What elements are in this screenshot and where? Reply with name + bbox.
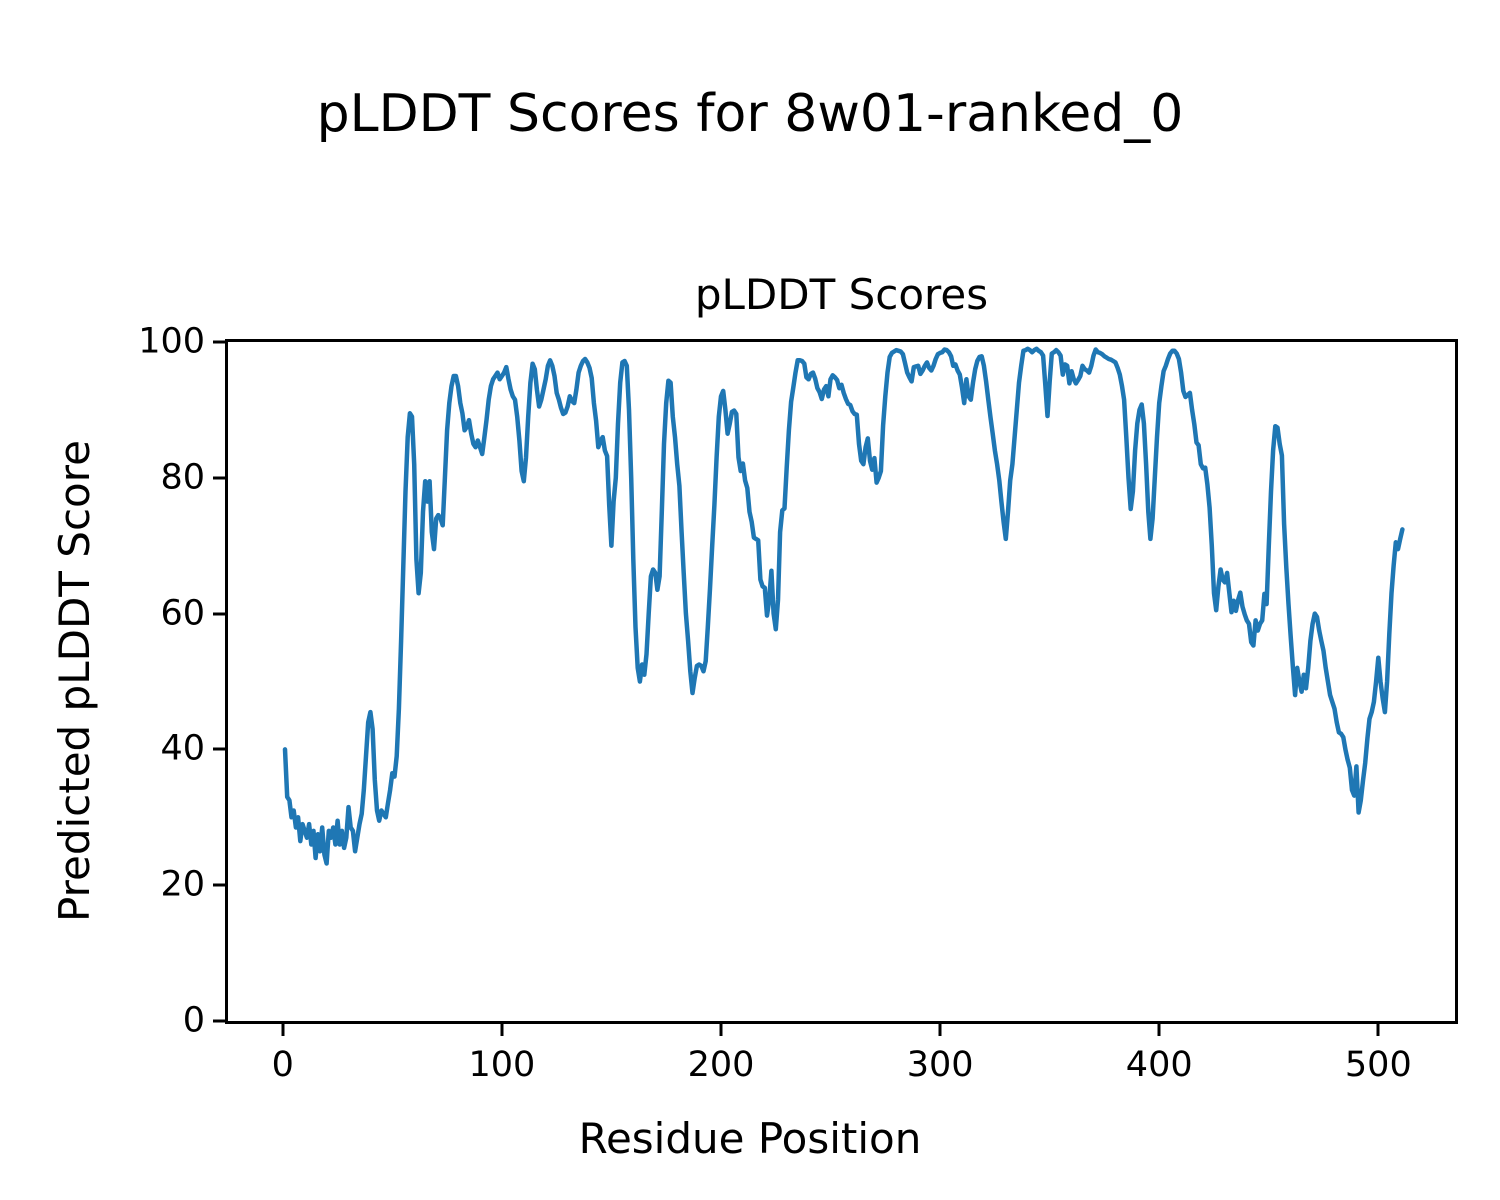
y-tick-mark	[213, 476, 225, 480]
y-axis-label: Predicted pLDDT Score	[49, 440, 99, 922]
x-tick-label: 500	[1344, 1045, 1412, 1085]
x-tick-label: 100	[468, 1045, 536, 1085]
plddt-line-chart	[282, 346, 1405, 866]
x-tick-mark	[281, 1024, 285, 1036]
x-tick-label: 300	[906, 1045, 974, 1085]
x-axis-label: Residue Position	[578, 1114, 922, 1163]
plddt-line	[282, 346, 1405, 866]
plot-area	[225, 339, 1458, 1024]
x-tick-label: 200	[687, 1045, 755, 1085]
y-tick-mark	[213, 340, 225, 344]
x-tick-label: 400	[1125, 1045, 1193, 1085]
x-tick-label: 0	[271, 1045, 294, 1085]
x-tick-mark	[1157, 1024, 1161, 1036]
y-tick-label: 100	[138, 321, 205, 362]
y-tick-mark	[213, 747, 225, 751]
y-tick-mark	[213, 612, 225, 616]
figure-title: pLDDT Scores for 8w01-ranked_0	[316, 84, 1184, 144]
x-tick-mark	[938, 1024, 942, 1036]
y-tick-mark	[213, 1019, 225, 1023]
x-tick-mark	[500, 1024, 504, 1036]
x-tick-mark	[719, 1024, 723, 1036]
y-tick-mark	[213, 883, 225, 887]
y-tick-label: 0	[182, 1000, 205, 1041]
axes-title: pLDDT Scores	[694, 270, 989, 319]
x-tick-mark	[1376, 1024, 1380, 1036]
